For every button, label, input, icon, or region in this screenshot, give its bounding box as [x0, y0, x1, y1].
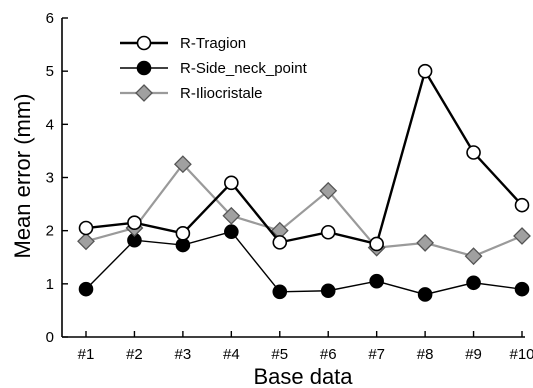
- data-point: [78, 220, 94, 236]
- legend-entry: R-Iliocristale: [120, 84, 263, 102]
- data-point: [513, 227, 531, 245]
- axes: 0 1 2 3 4 5 6 #1 #2 #3 #4 #5 #6 #7 #8 #9 #10: [46, 10, 533, 363]
- y-axis-title: Mean error (mm): [10, 93, 35, 258]
- series-line: [85, 68, 523, 246]
- data-point: [369, 236, 384, 252]
- x-tick-label: #2: [126, 346, 143, 363]
- legend-label: R-Iliocristale: [180, 85, 263, 102]
- data-point: [272, 284, 288, 300]
- y-tick-label: 2: [46, 223, 54, 240]
- x-tick-label: #1: [78, 346, 95, 363]
- data-point: [514, 197, 530, 213]
- data-point: [319, 181, 338, 200]
- y-tick-label: 4: [46, 116, 54, 133]
- series-layer: [77, 63, 531, 302]
- x-tick-label: #7: [368, 346, 385, 363]
- data-point: [78, 281, 94, 297]
- data-point: [416, 233, 435, 252]
- legend-label: R-Tragion: [180, 35, 246, 52]
- y-tick-label: 5: [46, 63, 54, 80]
- data-point: [464, 247, 483, 266]
- legend-entry: R-Side_neck_point: [120, 60, 308, 77]
- data-point: [175, 226, 191, 241]
- x-tick-label: #9: [465, 346, 482, 363]
- legend-marker: [136, 60, 152, 76]
- legend-marker: [135, 84, 153, 102]
- data-point: [173, 155, 192, 174]
- data-point: [320, 283, 336, 299]
- data-point: [224, 224, 239, 240]
- data-point: [127, 215, 142, 230]
- data-point: [222, 206, 241, 225]
- x-axis-title: Base data: [253, 364, 353, 388]
- series-line: [85, 230, 523, 296]
- data-point: [417, 287, 433, 302]
- data-point: [224, 175, 239, 191]
- x-tick-label: #5: [271, 346, 288, 363]
- series-3: [77, 155, 531, 266]
- x-tick-label: #8: [417, 346, 434, 363]
- y-tick-label: 1: [46, 276, 54, 293]
- data-point: [320, 224, 336, 240]
- data-point: [466, 275, 481, 291]
- x-tick-label: #10: [509, 346, 533, 363]
- legend-label: R-Side_neck_point: [180, 60, 308, 77]
- series-line: [85, 162, 523, 258]
- x-tick-label: #3: [175, 346, 192, 363]
- x-tick-label: #6: [320, 346, 337, 363]
- data-point: [466, 145, 481, 160]
- data-point: [417, 63, 433, 79]
- data-point: [514, 281, 530, 297]
- legend-marker: [136, 35, 152, 51]
- y-tick-label: 6: [46, 10, 54, 27]
- y-tick-label: 0: [46, 329, 54, 346]
- x-tick-label: #4: [223, 346, 240, 363]
- data-point: [272, 235, 288, 250]
- y-tick-label: 3: [46, 170, 54, 187]
- data-point: [77, 232, 95, 251]
- series-1: [78, 63, 530, 252]
- data-point: [369, 273, 384, 289]
- legend: R-Tragion R-Side_neck_point R-Iliocristale: [120, 35, 308, 102]
- series-2: [78, 224, 530, 302]
- legend-entry: R-Tragion: [120, 35, 246, 52]
